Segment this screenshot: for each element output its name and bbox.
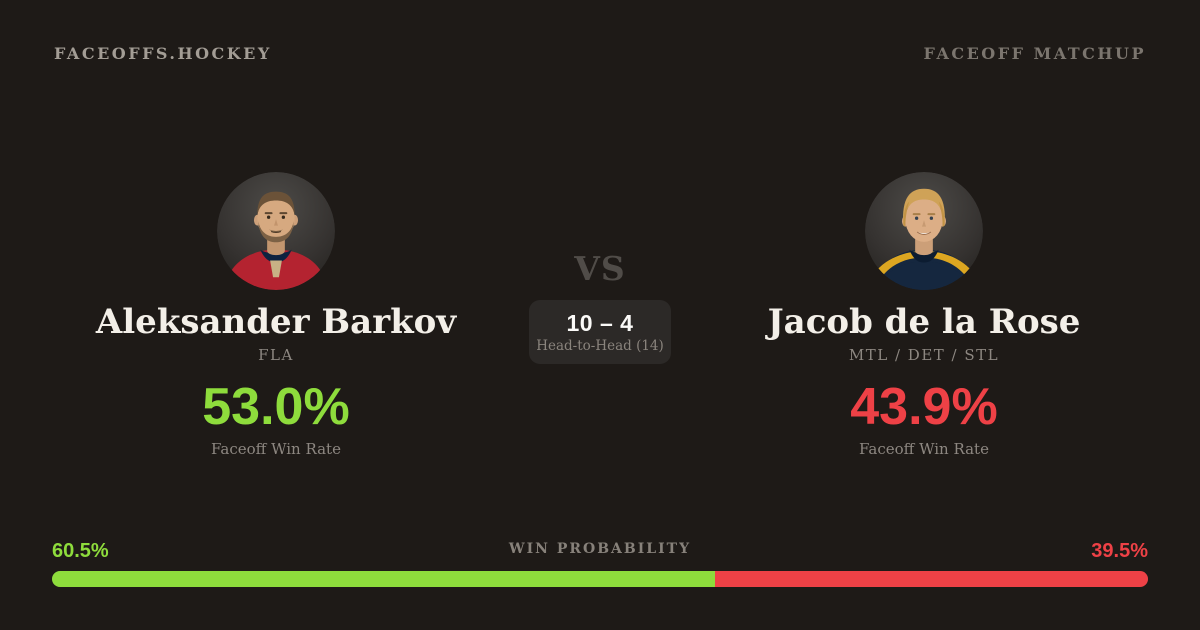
matchup-row: Aleksander Barkov FLA 53.0% Faceoff Win … xyxy=(96,172,1104,458)
probability-bar-left xyxy=(52,571,716,587)
header-bar: FACEOFFS.HOCKEY FACEOFF MATCHUP xyxy=(54,44,1146,63)
center-column: VS 10 – 4 Head-to-Head (14) xyxy=(456,172,744,458)
head-to-head-box: 10 – 4 Head-to-Head (14) xyxy=(529,300,671,364)
faceoff-win-rate-left: 53.0% xyxy=(202,378,350,436)
player-avatar-left xyxy=(217,172,335,290)
player-teams-left: FLA xyxy=(258,346,294,364)
faceoff-win-rate-label-left: Faceoff Win Rate xyxy=(211,440,341,458)
site-brand: FACEOFFS.HOCKEY xyxy=(54,44,272,63)
player-card-right: Jacob de la Rose MTL / DET / STL 43.9% F… xyxy=(744,172,1104,458)
faceoff-win-rate-label-right: Faceoff Win Rate xyxy=(859,440,989,458)
win-probability-right-pct: 39.5% xyxy=(1091,540,1148,562)
player-name-left: Aleksander Barkov xyxy=(95,302,457,342)
faceoff-win-rate-right: 43.9% xyxy=(850,378,998,436)
win-probability-section: 60.5% WIN PROBABILITY 39.5% xyxy=(52,540,1148,587)
player-name-right: Jacob de la Rose xyxy=(767,302,1081,342)
vs-label: VS xyxy=(574,249,626,288)
win-probability-bar xyxy=(52,571,1148,587)
head-to-head-label: Head-to-Head (14) xyxy=(536,338,664,355)
page-label: FACEOFF MATCHUP xyxy=(923,44,1146,63)
probability-bar-right xyxy=(715,571,1148,587)
win-probability-labels: 60.5% WIN PROBABILITY 39.5% xyxy=(52,540,1148,562)
player-card-left: Aleksander Barkov FLA 53.0% Faceoff Win … xyxy=(96,172,456,458)
player-teams-right: MTL / DET / STL xyxy=(848,346,1000,364)
head-to-head-score: 10 – 4 xyxy=(566,310,634,336)
player-avatar-right xyxy=(865,172,983,290)
win-probability-title: WIN PROBABILITY xyxy=(508,541,692,557)
aleksander-barkov-headshot xyxy=(217,172,335,290)
jacob-de-la-rose-headshot xyxy=(865,172,983,290)
win-probability-left-pct: 60.5% xyxy=(52,540,109,562)
